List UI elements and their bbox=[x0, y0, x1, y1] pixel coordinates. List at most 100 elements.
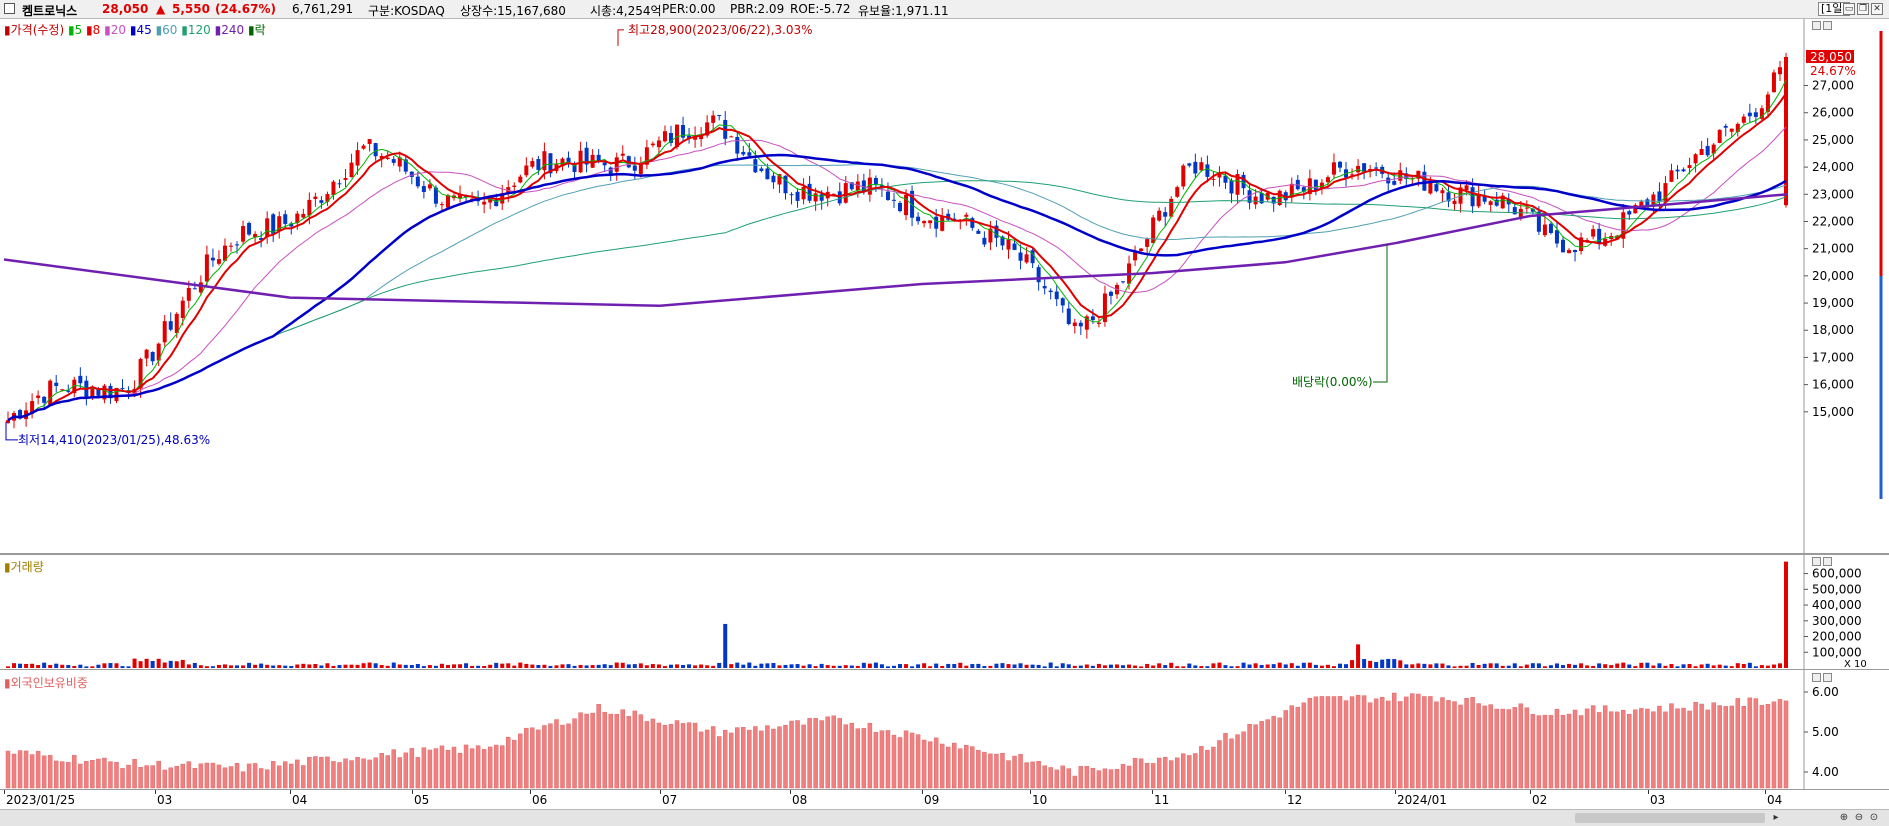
candle bbox=[1096, 322, 1101, 324]
pane-divider[interactable] bbox=[0, 553, 1889, 555]
candle bbox=[1717, 129, 1722, 143]
volume-bar bbox=[1368, 660, 1373, 668]
volume-bar bbox=[470, 665, 475, 668]
volume-bar bbox=[1603, 664, 1608, 668]
foreign-bar bbox=[1765, 703, 1771, 789]
volume-bar bbox=[1645, 662, 1650, 668]
volume-bar bbox=[18, 663, 23, 668]
pane-max-icon[interactable] bbox=[1812, 557, 1821, 566]
zoom-out-icon[interactable]: ⊖ bbox=[1854, 812, 1864, 823]
candle bbox=[964, 214, 969, 217]
foreign-bar bbox=[1771, 701, 1777, 789]
scroll-bar[interactable]: ▸ ⊕ ⊖ ⊙ bbox=[0, 809, 1889, 826]
volume-bar bbox=[1669, 664, 1674, 668]
candle bbox=[1090, 316, 1095, 321]
foreign-bar bbox=[843, 724, 849, 789]
candle bbox=[253, 234, 258, 238]
pane-max-icon[interactable] bbox=[1812, 673, 1821, 682]
candle bbox=[988, 228, 993, 243]
volume-bar bbox=[1078, 665, 1083, 668]
candle bbox=[1012, 243, 1017, 250]
foreign-bar bbox=[1428, 696, 1433, 789]
volume-bar bbox=[1301, 662, 1306, 668]
candle bbox=[265, 218, 270, 238]
volume-bg bbox=[0, 555, 1889, 669]
volume-bar bbox=[1609, 665, 1614, 668]
foreign-bar bbox=[1669, 703, 1674, 789]
volume-bar bbox=[1500, 665, 1505, 668]
candle bbox=[1464, 185, 1469, 191]
volume-bar bbox=[1627, 664, 1632, 668]
up-arrow-icon: ▲ bbox=[156, 2, 166, 16]
foreign-bar bbox=[289, 763, 294, 789]
close-icon[interactable]: ✕ bbox=[1871, 3, 1883, 15]
foreign-bar bbox=[560, 724, 565, 789]
scroll-thumb[interactable] bbox=[1575, 813, 1765, 823]
volume-bar bbox=[6, 666, 10, 668]
zoom-in-icon[interactable]: ⊕ bbox=[1839, 812, 1849, 823]
pane-max-icon[interactable] bbox=[1812, 21, 1821, 30]
volume-bar bbox=[705, 665, 710, 668]
volume-bar bbox=[488, 664, 493, 668]
y-tick-label: 600,000 bbox=[1812, 567, 1862, 581]
header-checkbox[interactable] bbox=[4, 3, 15, 14]
foreign-bar bbox=[1114, 769, 1120, 789]
foreign-bar bbox=[722, 729, 728, 789]
volume-bar bbox=[427, 665, 432, 668]
volume-bar bbox=[1151, 665, 1156, 668]
volume-bar bbox=[1121, 665, 1126, 668]
candle bbox=[795, 191, 800, 201]
foreign-bar bbox=[1446, 700, 1451, 789]
foreign-bar bbox=[1422, 696, 1427, 789]
foreign-bar bbox=[373, 757, 378, 789]
foreign-bar bbox=[590, 712, 595, 789]
foreign-bar bbox=[795, 720, 800, 789]
volume-bar bbox=[1506, 665, 1511, 668]
volume-bar bbox=[656, 664, 661, 668]
candle bbox=[668, 132, 673, 143]
foreign-bar bbox=[282, 761, 288, 789]
volume-bar bbox=[1259, 664, 1264, 668]
market-cap: 시총:4,254억 bbox=[590, 4, 662, 18]
volume-bar bbox=[373, 663, 378, 668]
candle bbox=[319, 200, 324, 203]
scroll-right-icon[interactable]: ▸ bbox=[1773, 812, 1779, 823]
pane-close-icon[interactable] bbox=[1823, 673, 1832, 682]
foreign-bar bbox=[84, 761, 89, 789]
pane-close-icon[interactable] bbox=[1823, 21, 1832, 30]
foreign-bar bbox=[1343, 700, 1349, 789]
volume-bar bbox=[1639, 662, 1644, 668]
foreign-bar bbox=[144, 765, 149, 789]
candle bbox=[289, 223, 294, 227]
foreign-bar bbox=[379, 753, 384, 789]
candle bbox=[1205, 164, 1210, 177]
candle bbox=[1229, 180, 1234, 194]
volume-bar bbox=[307, 664, 312, 668]
foreign-bar bbox=[1711, 702, 1716, 789]
candle bbox=[1319, 182, 1324, 190]
volume-bar bbox=[253, 664, 258, 668]
foreign-bar bbox=[747, 729, 752, 789]
volume-bar bbox=[367, 662, 372, 668]
minimize-icon[interactable]: ▭ bbox=[1843, 3, 1855, 15]
candle bbox=[873, 178, 878, 185]
restore-icon[interactable]: ❐ bbox=[1857, 3, 1869, 15]
foreign-bar bbox=[849, 722, 855, 789]
foreign-bar bbox=[1205, 749, 1210, 789]
foreign-bar bbox=[138, 767, 143, 789]
volume-bar bbox=[843, 665, 848, 668]
volume-bar bbox=[1223, 665, 1228, 668]
pane-close-icon[interactable] bbox=[1823, 557, 1832, 566]
foreign-bar bbox=[258, 768, 264, 789]
volume-bar bbox=[1687, 664, 1692, 668]
candle bbox=[210, 257, 215, 261]
candle bbox=[1645, 199, 1650, 207]
foreign-bar bbox=[120, 768, 125, 789]
zoom-reset-icon[interactable]: ⊙ bbox=[1869, 812, 1879, 823]
foreign-bar bbox=[1687, 710, 1692, 789]
price-chart[interactable]: 15,000 16,000 17,000 18,000 19,000 20,000 21,0… bbox=[0, 19, 1889, 555]
foreign-ownership-chart[interactable]: 6.00 5.00 4.00 bbox=[0, 670, 1889, 789]
volume-bar bbox=[1247, 664, 1252, 668]
foreign-bar bbox=[1301, 702, 1307, 789]
